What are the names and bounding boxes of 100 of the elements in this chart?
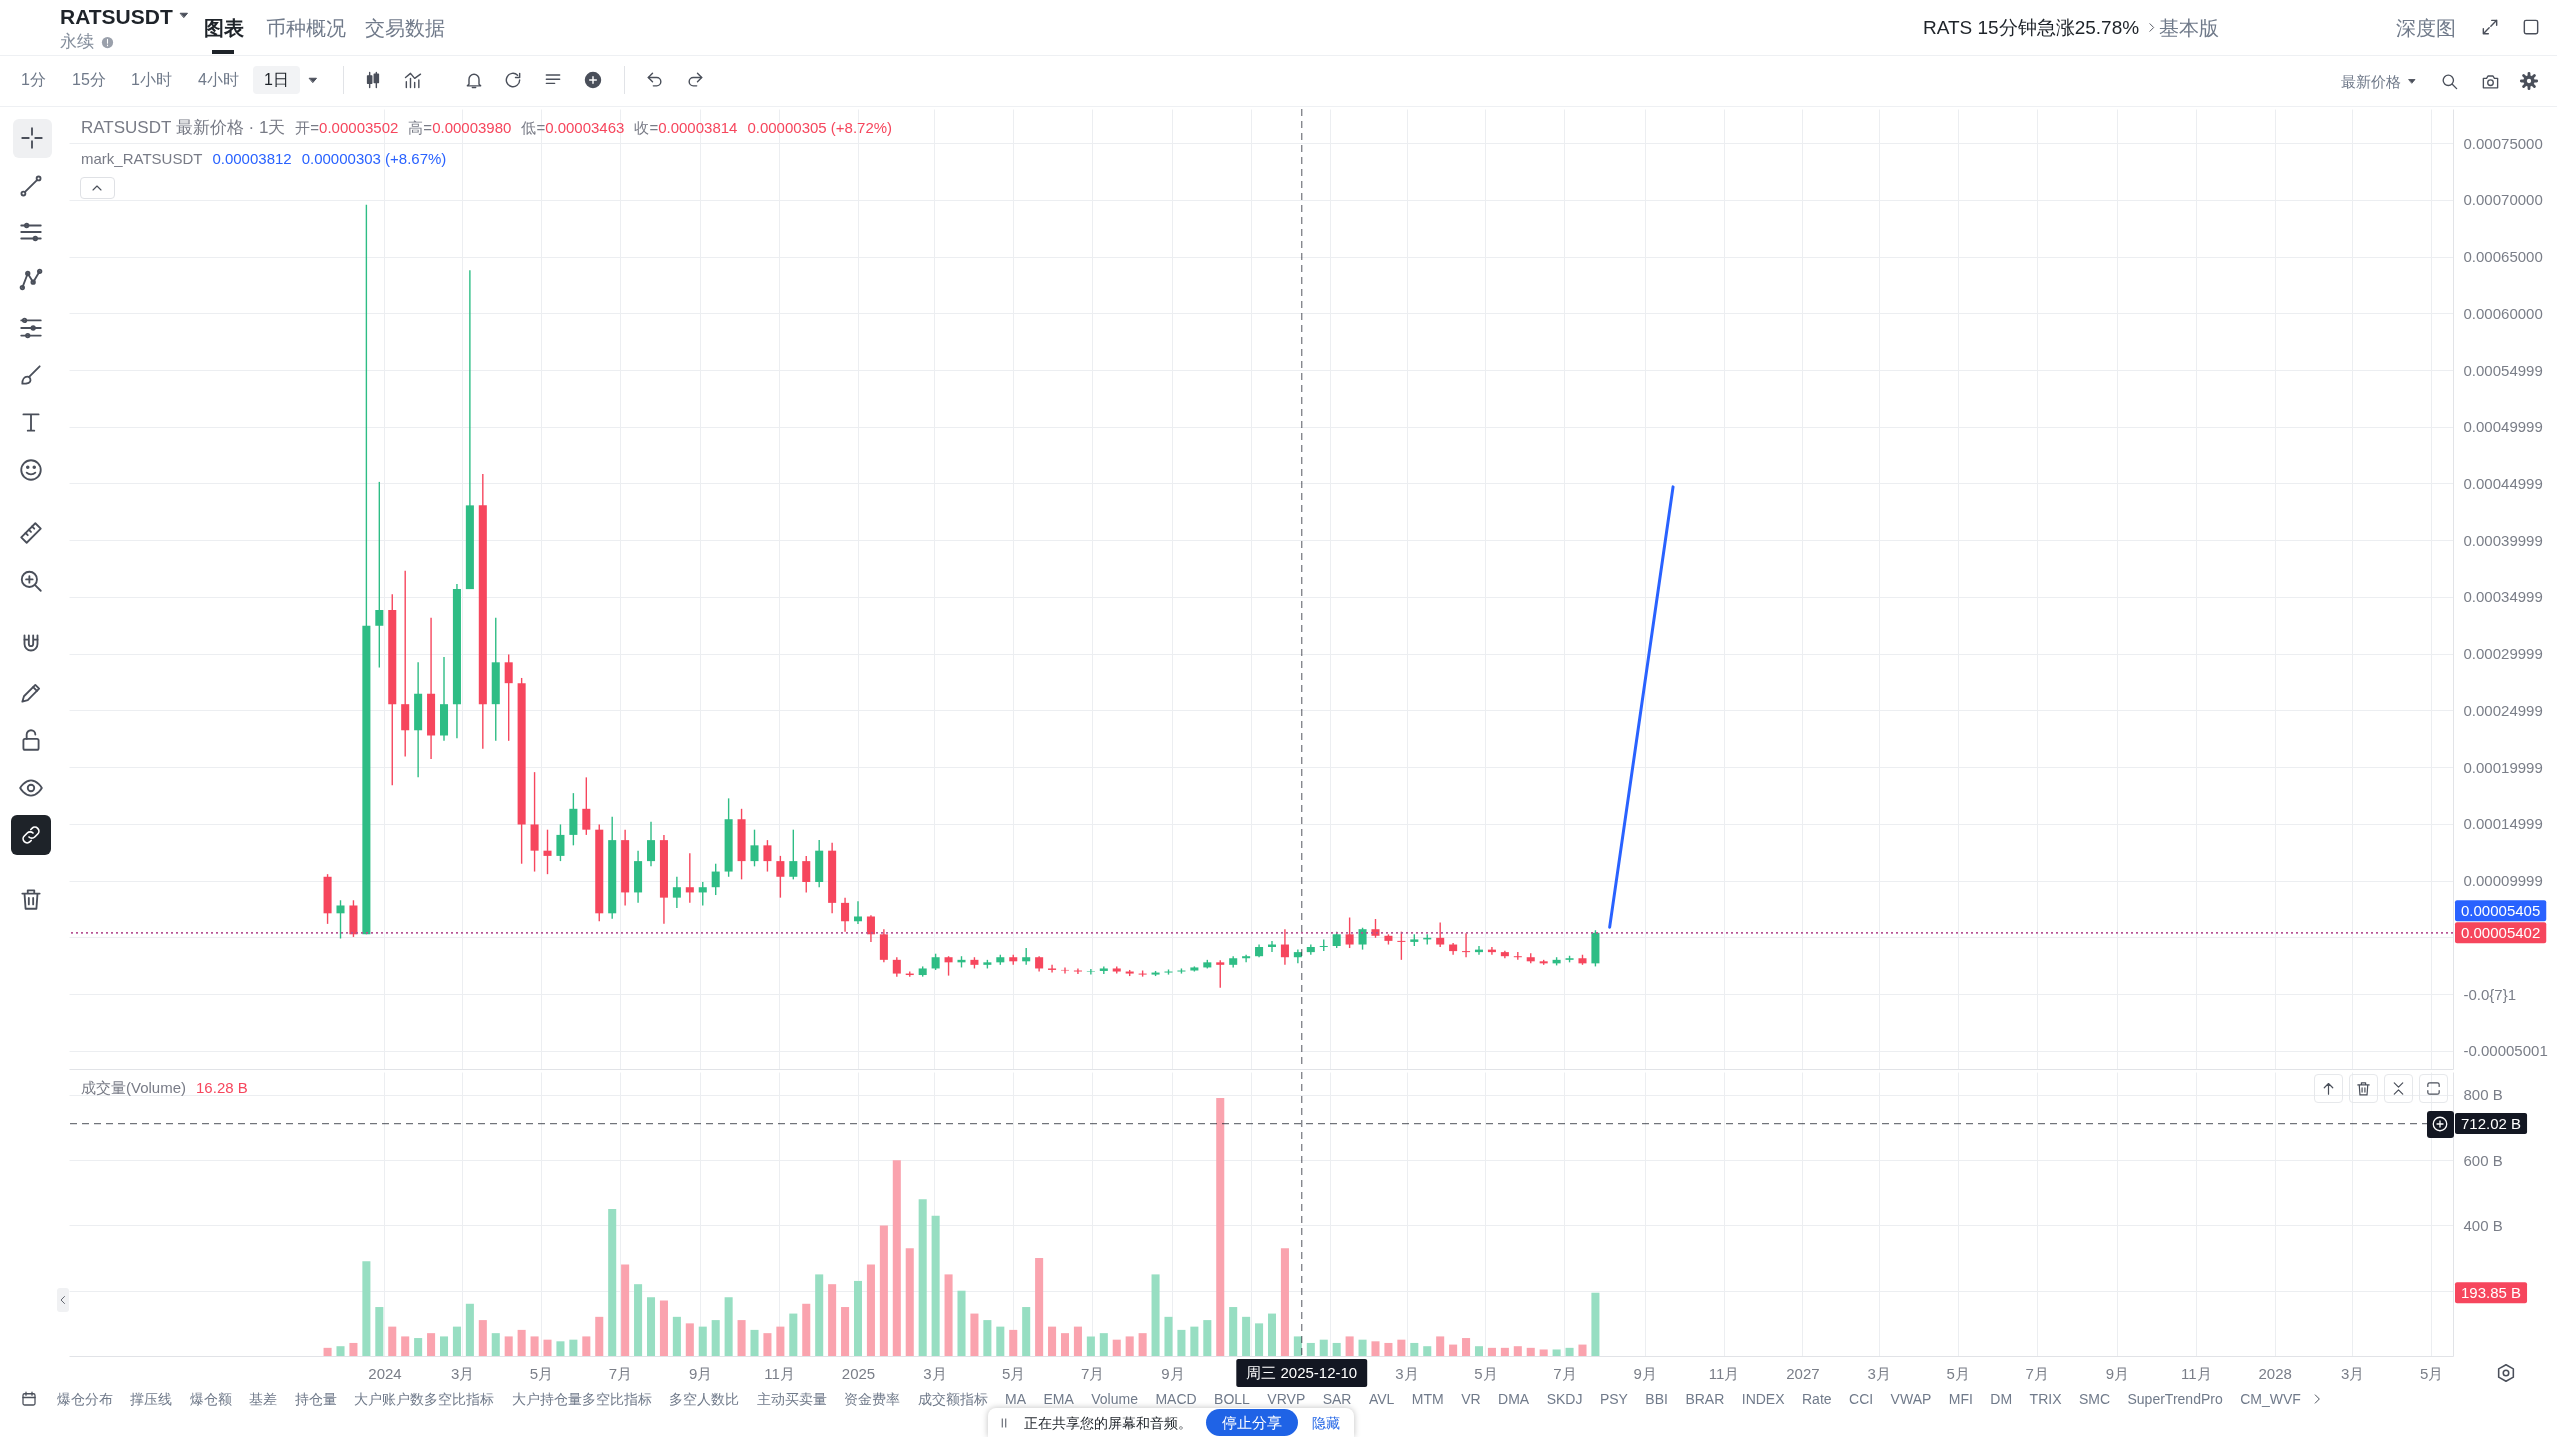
- annotation: 低=0.00003463: [521, 119, 625, 136]
- y-tick-label: 0.00034999: [2463, 588, 2543, 606]
- text: mark_RATSUSDT: [81, 150, 203, 167]
- text: 4小时: [198, 71, 239, 88]
- text: 币种概况: [266, 17, 346, 39]
- annotation: 收=0.00003814: [634, 119, 738, 136]
- text: 最新价格: [2341, 72, 2401, 90]
- x-tick-label: 9月: [1633, 1364, 1657, 1382]
- text: SMC: [2078, 1391, 2111, 1407]
- text: SKDJ: [1546, 1391, 1583, 1407]
- annotation: 高=0.00003980: [408, 119, 512, 136]
- text: SuperTrendPro: [2127, 1391, 2223, 1407]
- x-tick-label: 5月: [1002, 1364, 1026, 1382]
- text: 大户账户数多空比指标: [354, 1391, 495, 1407]
- text: 图表: [204, 17, 244, 39]
- ref-line-label: 0.00005402: [2461, 923, 2541, 941]
- text: 爆仓额: [189, 1391, 232, 1407]
- text: 资金费率: [844, 1391, 901, 1407]
- ref-line-label: 0.00005405: [2461, 901, 2541, 919]
- text: CCI: [1849, 1391, 1874, 1407]
- text: DMA: [1498, 1391, 1530, 1407]
- x-tick-label: 7月: [1553, 1364, 1577, 1382]
- y-tick-label: 0.00019999: [2463, 758, 2543, 776]
- annotation: 开=0.00003502: [295, 119, 399, 136]
- chart-title: 成交量(Volume): [81, 1079, 187, 1096]
- text: PSY: [1599, 1391, 1628, 1407]
- text: 1分: [21, 71, 46, 88]
- y-tick-label: 0.00070000: [2463, 191, 2543, 209]
- text: 1日: [253, 66, 300, 94]
- x-tick-label: 9月: [1161, 1364, 1185, 1382]
- chart-subtitle: 16.28 B: [196, 1079, 248, 1096]
- annotation: 0.00000303 (+8.67%): [301, 150, 447, 167]
- text: 基差: [249, 1391, 278, 1407]
- y-tick-label: 0.00065000: [2463, 248, 2543, 266]
- y-tick-label: 0.00029999: [2463, 645, 2543, 663]
- x-tick-label: 3月: [923, 1364, 947, 1382]
- y-tick-label: 0.00044999: [2463, 474, 2543, 492]
- y-tick-label: 0.00024999: [2463, 701, 2543, 719]
- text: 多空人数比: [669, 1391, 740, 1407]
- text: 爆仓分布: [57, 1391, 113, 1407]
- x-tick-label: 7月: [1081, 1364, 1105, 1382]
- y-tick-label: 0.00039999: [2463, 531, 2543, 549]
- y-tick-label: 0.00049999: [2463, 418, 2543, 436]
- text: 持仓量: [294, 1391, 337, 1407]
- text: 193.85 B: [2461, 1283, 2522, 1301]
- text: MTM: [1411, 1391, 1444, 1407]
- text: 1小时: [131, 71, 172, 88]
- y-tick-label: 0.00054999: [2463, 361, 2543, 379]
- annotation: 0.00000305 (+8.72%): [747, 119, 893, 136]
- text: INDEX: [1741, 1391, 1785, 1407]
- text: CM_WVF: [2240, 1391, 2301, 1407]
- x-tick-label: 5月: [1946, 1364, 1970, 1382]
- text: VRVP: [1267, 1391, 1306, 1407]
- ref-line-label: 周三 2025-12-10: [1246, 1364, 1358, 1381]
- text: 永续: [60, 31, 94, 51]
- text: DM: [1990, 1391, 2013, 1407]
- text: EMA: [1043, 1391, 1074, 1407]
- text: MA: [1004, 1391, 1026, 1407]
- text: 主动买卖量: [756, 1391, 827, 1407]
- x-tick-label: 2027: [1786, 1364, 1820, 1382]
- y-tick-label: 0.00075000: [2463, 134, 2543, 152]
- x-tick-label: 7月: [2025, 1364, 2049, 1382]
- annotation: 0.00003812: [212, 150, 292, 167]
- text: 交易数据: [365, 17, 445, 39]
- y-tick-label: 0.00009999: [2463, 872, 2543, 890]
- text: RATSUSDT 最新价格 · 1天: [81, 118, 286, 137]
- text: MACD: [1155, 1391, 1197, 1407]
- y-tick-label: 600 B: [2463, 1151, 2503, 1169]
- text: TRIX: [2029, 1391, 2062, 1407]
- text: 基本版: [2159, 17, 2219, 39]
- text: BBI: [1645, 1391, 1668, 1407]
- y-tick-label: 0.00014999: [2463, 815, 2543, 833]
- x-tick-label: 2028: [2258, 1364, 2292, 1382]
- text: 成交额指标: [917, 1391, 988, 1407]
- text: BOLL: [1214, 1391, 1250, 1407]
- x-tick-label: 2024: [368, 1364, 402, 1382]
- text: Volume: [1091, 1391, 1138, 1407]
- text: 15分: [72, 71, 106, 88]
- x-tick-label: 3月: [450, 1364, 475, 1382]
- text: Rate: [1802, 1391, 1832, 1407]
- x-tick-label: 11月: [1708, 1364, 1740, 1382]
- text: VR: [1461, 1391, 1481, 1407]
- ref-line-label: 712.02 B: [2461, 1114, 2522, 1132]
- x-tick-label: 11月: [764, 1364, 795, 1382]
- text: BRAR: [1685, 1391, 1725, 1407]
- x-tick-label: 2025: [841, 1364, 876, 1382]
- text: 撑压线: [130, 1391, 173, 1407]
- y-tick-label: 0.00060000: [2463, 304, 2543, 322]
- x-tick-label: 3月: [2341, 1364, 2365, 1382]
- x-tick-label: 3月: [1395, 1364, 1419, 1382]
- notice-panel: 正在共享您的屏幕和音频。 停止分享 隐藏: [988, 1408, 1354, 1437]
- y-tick-label: 400 B: [2463, 1216, 2503, 1234]
- x-tick-label: 9月: [688, 1364, 713, 1382]
- text: AVL: [1368, 1391, 1395, 1407]
- y-tick-label: -0.00005001: [2463, 1042, 2548, 1060]
- text: VWAP: [1890, 1391, 1932, 1407]
- text: 深度图: [2396, 17, 2456, 39]
- x-tick-label: 3月: [1867, 1364, 1891, 1382]
- x-tick-label: 5月: [2420, 1364, 2444, 1382]
- x-tick-label: 5月: [529, 1364, 554, 1382]
